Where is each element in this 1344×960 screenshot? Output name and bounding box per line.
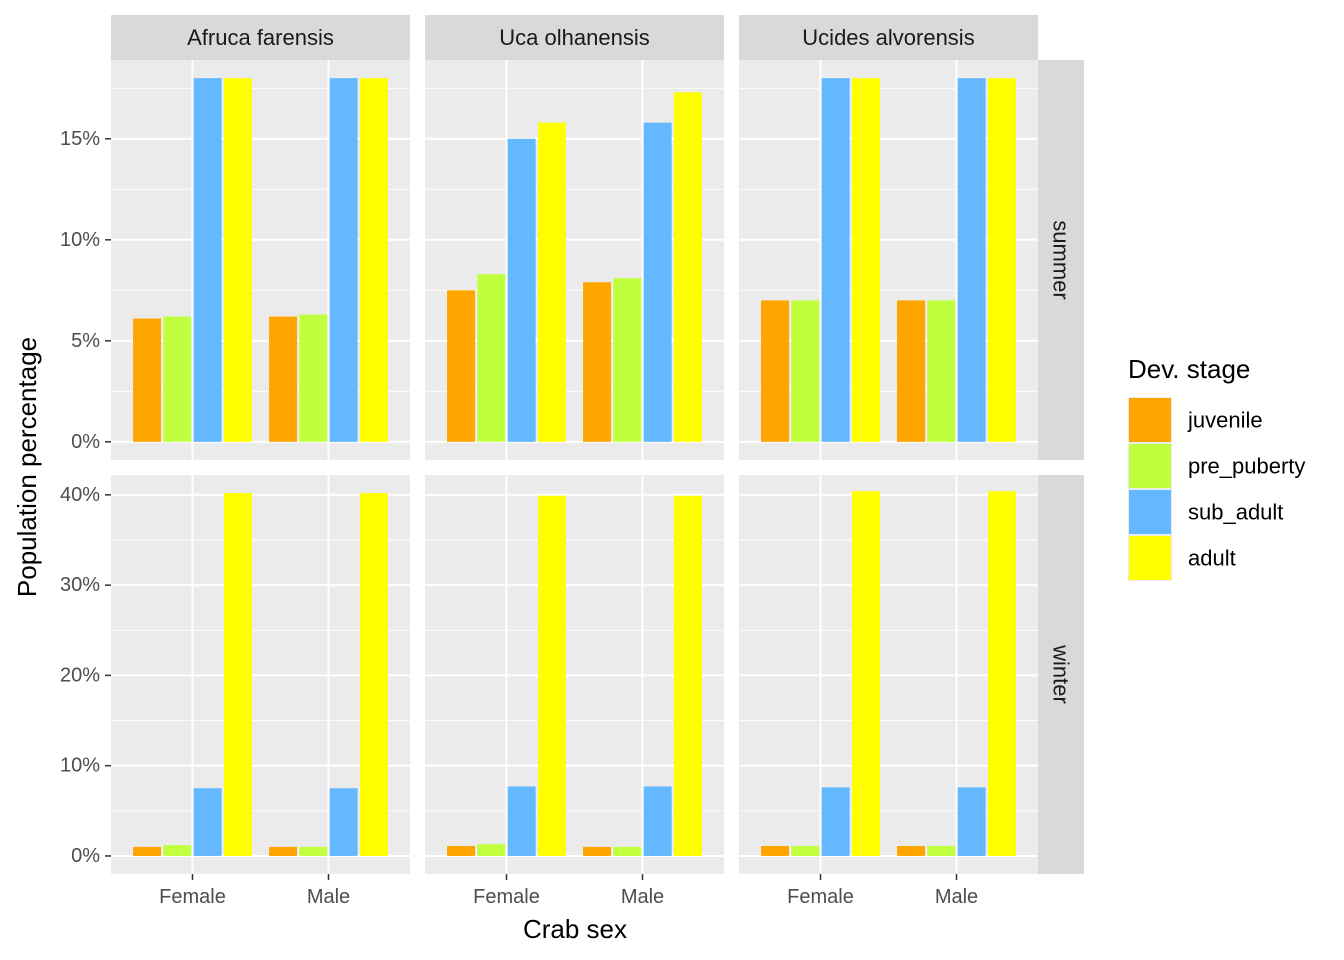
legend-swatch-juvenile — [1129, 398, 1171, 442]
bar-summer-afruca-farensis-male-adult — [359, 78, 388, 442]
y-tick-label-winter-20: 20% — [60, 664, 100, 686]
panel-winter-ucides-alvorensis — [739, 475, 1038, 874]
x-tick-label-male: Male — [307, 886, 350, 908]
bar-summer-ucides-alvorensis-male-pre-puberty — [927, 300, 956, 442]
bar-summer-uca-olhanensis-female-adult — [537, 122, 566, 442]
legend-label-adult: adult — [1188, 546, 1236, 571]
bar-summer-afruca-farensis-female-sub-adult — [193, 78, 222, 442]
bar-summer-afruca-farensis-male-juvenile — [269, 316, 298, 442]
bar-winter-ucides-alvorensis-male-juvenile — [897, 846, 926, 856]
bar-winter-uca-olhanensis-male-juvenile — [583, 846, 612, 856]
y-tick-label-summer-0: 0% — [71, 431, 100, 453]
legend-swatch-sub-adult — [1129, 490, 1171, 534]
bar-summer-afruca-farensis-female-pre-puberty — [163, 316, 192, 442]
strip-winter — [1038, 475, 1084, 874]
strip-afruca-farensis — [111, 15, 410, 60]
y-tick-label-winter-0: 0% — [71, 845, 100, 867]
y-tick-label-winter-10: 10% — [60, 755, 100, 777]
bar-winter-afruca-farensis-female-sub-adult — [193, 788, 222, 856]
bar-winter-ucides-alvorensis-female-adult — [851, 491, 880, 856]
bar-winter-afruca-farensis-female-pre-puberty — [163, 845, 192, 856]
bar-summer-ucides-alvorensis-male-adult — [987, 78, 1016, 442]
bar-winter-afruca-farensis-female-juvenile — [133, 846, 162, 856]
bar-summer-afruca-farensis-male-sub-adult — [329, 78, 358, 442]
x-tick-label-female: Female — [473, 886, 540, 908]
panel-summer-afruca-farensis — [111, 60, 410, 460]
y-tick-label-winter-30: 30% — [60, 574, 100, 596]
panels — [111, 60, 1038, 874]
legend-swatch-adult — [1129, 536, 1171, 580]
bar-summer-uca-olhanensis-male-juvenile — [583, 282, 612, 442]
x-tick-label-male: Male — [621, 886, 664, 908]
facet-strips: Afruca farensis Uca olhanensis Ucides alvo… — [111, 15, 1084, 874]
panel-winter-uca-olhanensis — [425, 475, 724, 874]
panel-summer-uca-olhanensis — [425, 60, 724, 460]
legend-title: Dev. stage — [1128, 354, 1250, 384]
bar-winter-ucides-alvorensis-female-pre-puberty — [791, 846, 820, 856]
bar-winter-uca-olhanensis-female-pre-puberty — [477, 844, 506, 856]
bar-summer-uca-olhanensis-female-sub-adult — [507, 138, 536, 442]
y-tick-label-winter-40: 40% — [60, 484, 100, 506]
bar-summer-uca-olhanensis-male-sub-adult — [643, 122, 672, 442]
bar-summer-ucides-alvorensis-female-adult — [851, 78, 880, 442]
bar-summer-afruca-farensis-female-juvenile — [133, 318, 162, 442]
axes: 0% 5% 10% 15% 0% 10% 20% 30% 40% Female Male Female… — [60, 128, 978, 908]
bar-winter-ucides-alvorensis-female-sub-adult — [821, 787, 850, 856]
bar-summer-ucides-alvorensis-female-juvenile — [761, 300, 790, 442]
y-tick-label-summer-5: 5% — [71, 330, 100, 352]
x-axis-title: Crab sex — [523, 914, 627, 944]
legend-label-pre-puberty: pre_puberty — [1188, 454, 1305, 479]
bar-summer-ucides-alvorensis-male-sub-adult — [957, 78, 986, 442]
bar-winter-uca-olhanensis-male-sub-adult — [643, 786, 672, 856]
strip-ucides-alvorensis — [739, 15, 1038, 60]
bar-summer-uca-olhanensis-female-juvenile — [447, 290, 476, 442]
bar-summer-uca-olhanensis-male-pre-puberty — [613, 278, 642, 442]
legend-swatch-pre-puberty — [1129, 444, 1171, 488]
bar-summer-ucides-alvorensis-female-pre-puberty — [791, 300, 820, 442]
legend-label-sub-adult: sub_adult — [1188, 500, 1283, 525]
strip-summer — [1038, 60, 1084, 460]
strip-label-afruca-farensis: Afruca farensis — [187, 25, 334, 50]
bar-winter-uca-olhanensis-female-juvenile — [447, 846, 476, 856]
y-axis-title: Population percentage — [12, 337, 42, 597]
bar-winter-ucides-alvorensis-male-sub-adult — [957, 787, 986, 856]
bar-summer-uca-olhanensis-female-pre-puberty — [477, 274, 506, 442]
strip-label-summer: summer — [1049, 220, 1074, 299]
bar-winter-afruca-farensis-female-adult — [223, 493, 252, 856]
bar-winter-afruca-farensis-male-juvenile — [269, 846, 298, 856]
x-tick-label-female: Female — [787, 886, 854, 908]
panel-summer-ucides-alvorensis — [739, 60, 1038, 460]
bar-summer-ucides-alvorensis-male-juvenile — [897, 300, 926, 442]
legend-label-juvenile: juvenile — [1187, 408, 1263, 433]
y-tick-label-summer-10: 10% — [60, 229, 100, 251]
bar-summer-uca-olhanensis-male-adult — [673, 92, 702, 442]
bar-winter-ucides-alvorensis-male-adult — [987, 491, 1016, 856]
bar-winter-afruca-farensis-male-adult — [359, 493, 388, 856]
panel-winter-afruca-farensis — [111, 475, 410, 874]
bar-summer-afruca-farensis-male-pre-puberty — [299, 314, 328, 442]
bar-winter-ucides-alvorensis-female-juvenile — [761, 846, 790, 856]
bar-winter-uca-olhanensis-female-sub-adult — [507, 786, 536, 856]
bar-winter-afruca-farensis-male-sub-adult — [329, 788, 358, 856]
y-tick-label-summer-15: 15% — [60, 128, 100, 150]
legend: Dev. stage juvenile pre_puberty sub_adulta… — [1128, 354, 1305, 581]
bar-winter-afruca-farensis-male-pre-puberty — [299, 846, 328, 856]
strip-label-uca-olhanensis: Uca olhanensis — [499, 25, 649, 50]
bar-summer-ucides-alvorensis-female-sub-adult — [821, 78, 850, 442]
bar-winter-uca-olhanensis-male-pre-puberty — [613, 846, 642, 856]
bar-summer-afruca-farensis-female-adult — [223, 78, 252, 442]
x-tick-label-female: Female — [159, 886, 226, 908]
strip-label-ucides-alvorensis: Ucides alvorensis — [802, 25, 974, 50]
bar-winter-uca-olhanensis-male-adult — [673, 495, 702, 856]
strip-label-winter: winter — [1049, 644, 1074, 704]
x-tick-label-male: Male — [935, 886, 978, 908]
bar-winter-uca-olhanensis-female-adult — [537, 495, 566, 856]
strip-uca-olhanensis — [425, 15, 724, 60]
bar-winter-ucides-alvorensis-male-pre-puberty — [927, 846, 956, 856]
